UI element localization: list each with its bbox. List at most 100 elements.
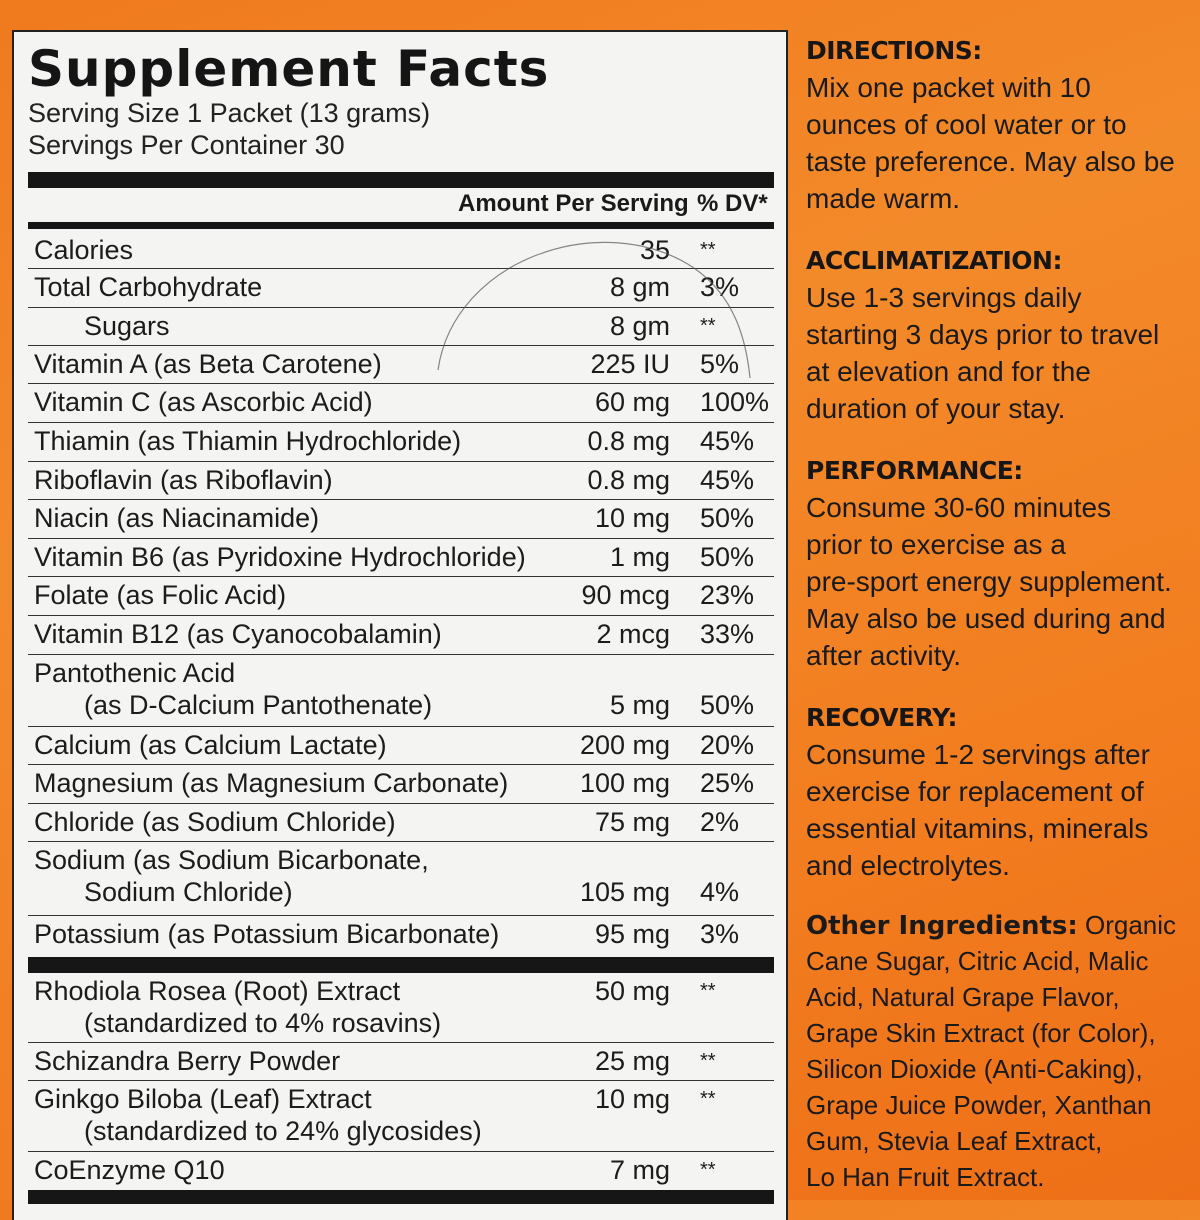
nutrient-amount: 5 mg [609,690,670,720]
nutrient-daily-value: 50% [700,690,755,720]
nutrient-name: Vitamin A (as Beta Carotene) [34,349,382,379]
nutrient-name: Schizandra Berry Powder [34,1046,341,1076]
nutrient-daily-value: 4% [700,877,740,907]
thick-divider-header [28,222,774,229]
nutrient-name: Total Carbohydrate [34,272,263,302]
nutrient-daily-value: ** [700,980,716,1002]
table-row: Pantothenic Acid (as D-Calcium Pantothena… [28,655,774,727]
nutrient-name: Calcium (as Calcium Lactate) [34,730,387,760]
nutrient-name: Folate (as Folic Acid) [34,580,287,610]
nutrient-name: Thiamin (as Thiamin Hydrochloride) [34,426,462,456]
thick-divider-middle [28,957,774,973]
header-daily-value: % DV* [697,190,768,217]
table-row: Vitamin C (as Ascorbic Acid) 60 mg 100% [28,384,774,423]
table-row: Potassium (as Potassium Bicarbonate) 95 m… [28,916,774,956]
nutrient-amount: 90 mcg [581,580,670,610]
supplement-facts-panel: Supplement Facts Serving Size 1 Packet (… [12,30,788,1220]
performance-heading: PERFORMANCE: [806,456,1023,485]
nutrient-amount: 25 mg [594,1046,670,1076]
other-ingredients-line: Silicon Dioxide (Anti-Caking), [806,1054,1143,1084]
nutrient-daily-value: 33% [700,619,755,649]
table-row: Sodium (as Sodium Bicarbonate, Sodium Chl… [28,842,774,916]
panel-title: Supplement Facts [28,40,550,98]
nutrient-amount: 8 gm [609,311,670,341]
other-ingredients-line: Grape Skin Extract (for Color), [806,1018,1156,1048]
nutrient-daily-value: ** [700,315,716,337]
nutrient-name: Sodium (as Sodium Bicarbonate, [34,845,429,875]
recovery-line: and electrolytes. [806,850,1010,881]
nutrient-daily-value: ** [700,239,716,261]
nutrient-daily-value: 20% [700,730,755,760]
nutrient-amount: 10 mg [594,1084,670,1114]
nutrient-amount: 8 gm [609,272,670,302]
other-ingredients-line: Gum, Stevia Leaf Extract, [806,1126,1103,1156]
recovery-line: essential vitamins, minerals [806,813,1149,844]
recovery-line: exercise for replacement of [806,776,1144,807]
nutrient-daily-value: 23% [700,580,755,610]
table-row: Sugars 8 gm ** [28,308,774,346]
table-row: Calcium (as Calcium Lactate) 200 mg 20% [28,727,774,765]
nutrient-amount: 60 mg [594,387,670,417]
nutrient-daily-value: ** [700,1050,716,1072]
nutrient-name-detail: (standardized to 24% glycosides) [84,1116,482,1146]
table-row: Vitamin B6 (as Pyridoxine Hydrochloride)… [28,539,774,577]
nutrient-amount: 100 mg [579,768,670,798]
nutrient-amount: 95 mg [594,919,670,949]
nutrient-daily-value: 5% [700,349,740,379]
nutrient-name: Chloride (as Sodium Chloride) [34,807,396,837]
acclimatization-heading: ACCLIMATIZATION: [806,246,1062,275]
table-row: Schizandra Berry Powder 25 mg ** [28,1043,774,1081]
header-amount-per-serving: Amount Per Serving [458,190,689,217]
nutrient-name: Rhodiola Rosea (Root) Extract [34,976,401,1006]
acclimatization-line: Use 1-3 servings daily [806,282,1082,313]
acclimatization-line: starting 3 days prior to travel [806,319,1160,350]
table-row: Magnesium (as Magnesium Carbonate) 100 mg… [28,765,774,804]
nutrient-name: Pantothenic Acid [34,658,236,688]
table-row: Total Carbohydrate 8 gm 3% [28,269,774,308]
nutrient-name: Vitamin C (as Ascorbic Acid) [34,387,373,417]
performance-line: May also be used during and [806,603,1166,634]
nutrient-name: Sugars [84,311,170,341]
performance-line: after activity. [806,640,962,671]
directions-line: made warm. [806,183,961,214]
performance-line: Consume 30-60 minutes [806,492,1112,523]
nutrient-amount: 105 mg [579,877,670,907]
nutrient-daily-value: 50% [700,542,755,572]
nutrient-amount: 1 mg [609,542,670,572]
nutrient-amount: 200 mg [579,730,670,760]
directions-heading: DIRECTIONS: [806,36,982,65]
nutrient-amount: 0.8 mg [587,426,670,456]
nutrient-amount: 7 mg [609,1155,670,1185]
nutrient-name-detail: (as D-Calcium Pantothenate) [84,690,433,720]
nutrient-name: Riboflavin (as Riboflavin) [34,465,333,495]
acclimatization-line: at elevation and for the [806,356,1091,387]
other-ingredients-line: Grape Juice Powder, Xanthan [806,1090,1152,1120]
nutrient-name: Vitamin B6 (as Pyridoxine Hydrochloride) [34,542,526,572]
performance-line: prior to exercise as a [806,529,1066,560]
directions-line: ounces of cool water or to [806,109,1127,140]
directions-line: Mix one packet with 10 [806,72,1091,103]
table-row: Riboflavin (as Riboflavin) 0.8 mg 45% [28,462,774,500]
directions-line: taste preference. May also be [806,146,1175,177]
thick-divider-top [28,172,774,188]
other-ingredients-line: Acid, Natural Grape Flavor, [806,982,1120,1012]
table-row: Calories 35 ** [28,232,774,269]
nutrient-name-detail: Sodium Chloride) [84,877,293,907]
recovery-heading: RECOVERY: [806,703,958,732]
servings-per-container: Servings Per Container 30 [28,130,345,160]
nutrient-name: Ginkgo Biloba (Leaf) Extract [34,1084,372,1114]
table-row: CoEnzyme Q10 7 mg ** [28,1152,774,1192]
table-row: Vitamin B12 (as Cyanocobalamin) 2 mcg 33% [28,616,774,655]
nutrient-name: Niacin (as Niacinamide) [34,503,320,533]
recovery-line: Consume 1-2 servings after [806,739,1150,770]
nutrient-amount: 2 mcg [596,619,670,649]
nutrient-name: CoEnzyme Q10 [34,1155,225,1185]
nutrient-daily-value: 45% [700,426,755,456]
other-ingredients-first-line: Other Ingredients: Organic [806,910,1176,941]
nutrient-daily-value: 100% [700,387,770,417]
nutrient-amount: 50 mg [594,976,670,1006]
other-ingredients-heading: Other Ingredients: [806,911,1078,941]
nutrient-daily-value: 45% [700,465,755,495]
serving-size: Serving Size 1 Packet (13 grams) [28,98,431,128]
table-row: Rhodiola Rosea (Root) Extract (standardiz… [28,973,774,1043]
